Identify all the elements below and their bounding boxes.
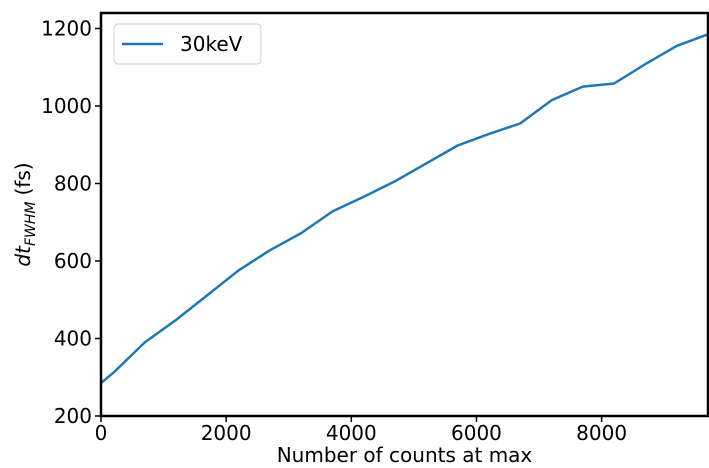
y-axis-label-base: dt — [11, 245, 35, 267]
x-tick-label: 6000 — [451, 421, 502, 445]
y-axis-ticks: 200 400 600 800 1000 1200 — [41, 17, 101, 428]
x-axis-label: Number of counts at max — [277, 443, 533, 467]
x-tick-label: 0 — [95, 421, 108, 445]
y-axis-label: dtFWHM (fs) — [11, 162, 39, 266]
x-tick-label: 2000 — [201, 421, 252, 445]
y-tick-label: 400 — [54, 327, 92, 351]
series-line-30kev — [100, 33, 709, 385]
x-axis-ticks: 0 2000 4000 6000 8000 — [95, 416, 627, 445]
y-tick-label: 200 — [54, 404, 92, 428]
x-tick-label: 4000 — [326, 421, 377, 445]
y-axis-label-unit: (fs) — [11, 162, 35, 195]
y-tick-label: 800 — [54, 172, 92, 196]
series-layer — [100, 33, 709, 385]
y-axis-label-subscript: FWHM — [23, 202, 39, 247]
y-tick-label: 1200 — [41, 17, 92, 41]
plot-frame — [99, 11, 709, 418]
y-tick-label: 1000 — [41, 94, 92, 118]
legend-label-30kev: 30keV — [180, 32, 243, 56]
legend-box — [113, 23, 262, 65]
x-tick-label: 8000 — [576, 421, 627, 445]
y-tick-label: 600 — [54, 249, 92, 273]
legend: 30keV — [113, 23, 262, 65]
